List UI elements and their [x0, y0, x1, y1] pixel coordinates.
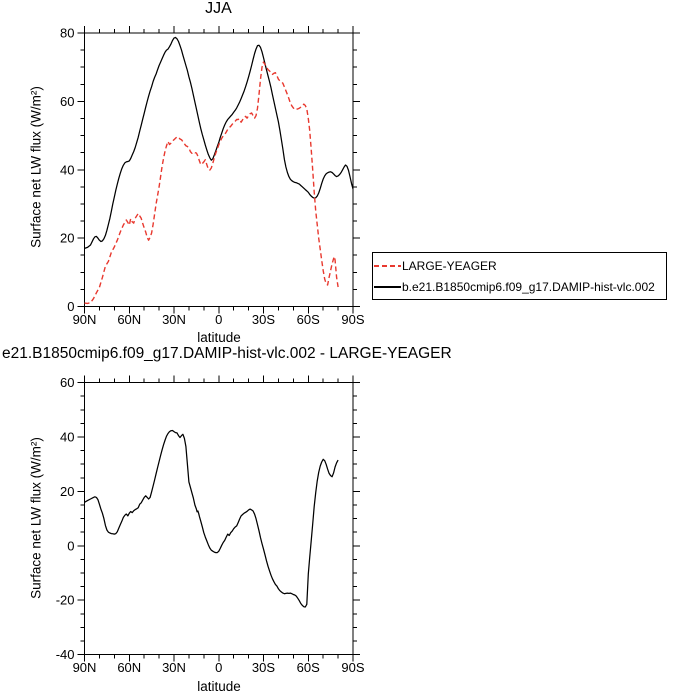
- legend-row-large-yeager: LARGE-YEAGER: [373, 255, 666, 276]
- x-tick-label: 30S: [252, 312, 275, 327]
- x-tick-label: 30S: [252, 660, 275, 675]
- x-tick-label: 30N: [162, 312, 186, 327]
- top-x-axis-title: latitude: [197, 330, 241, 345]
- x-tick-label: 60S: [297, 312, 320, 327]
- y-tick-label: 20: [60, 484, 74, 499]
- series-line-difference: [84, 429, 339, 608]
- x-tick-label: 60N: [117, 312, 141, 327]
- legend-label: LARGE-YEAGER: [402, 258, 497, 273]
- legend-line-solid-black: [374, 285, 401, 288]
- legend-row-model: b.e21.B1850cmip6.f09_g17.DAMIP-hist-vlc.…: [373, 276, 666, 297]
- x-tick-label: 30N: [162, 660, 186, 675]
- x-tick-label: 90S: [341, 312, 364, 327]
- bottom-y-axis-title: Surface net LW flux (W/m²): [28, 437, 44, 599]
- y-tick-label: 40: [60, 162, 74, 177]
- y-tick-label: 80: [60, 26, 74, 41]
- legend-label: b.e21.B1850cmip6.f09_g17.DAMIP-hist-vlc.…: [402, 279, 655, 294]
- y-tick-label: 60: [60, 375, 74, 390]
- x-tick-label: 60N: [117, 660, 141, 675]
- x-tick-label: 90S: [341, 660, 364, 675]
- y-tick-label: 20: [60, 231, 74, 246]
- y-tick-label: -40: [56, 647, 75, 662]
- x-tick-label: 90N: [73, 660, 97, 675]
- y-tick-label: 0: [67, 538, 74, 553]
- top-chart: 90N 60N 30N 0 30S 60S 90S 0 20 40 60 80: [60, 26, 365, 328]
- bottom-chart-title: e21.B1850cmip6.f09_g17.DAMIP-hist-vlc.00…: [2, 345, 452, 362]
- y-tick-label: -20: [56, 593, 75, 608]
- top-y-axis-title: Surface net LW flux (W/m²): [28, 86, 44, 248]
- bottom-chart: 90N 60N 30N 0 30S 60S 90S -40 -20 0 20 40 60: [56, 375, 365, 675]
- bottom-x-axis-title: latitude: [197, 679, 241, 694]
- legend-box: LARGE-YEAGER b.e21.B1850cmip6.f09_g17.DA…: [372, 252, 667, 300]
- y-tick-label: 0: [67, 299, 74, 314]
- series-line-model: [84, 36, 354, 249]
- top-chart-title: JJA: [205, 0, 232, 17]
- x-tick-label: 0: [215, 660, 222, 675]
- x-tick-label: 90N: [73, 312, 97, 327]
- legend-line-dashed-red: [374, 264, 401, 267]
- y-tick-label: 60: [60, 94, 74, 109]
- y-tick-label: 40: [60, 430, 74, 445]
- x-tick-label: 0: [215, 312, 222, 327]
- series-line-large-yeager: [84, 61, 339, 305]
- x-tick-label: 60S: [297, 660, 320, 675]
